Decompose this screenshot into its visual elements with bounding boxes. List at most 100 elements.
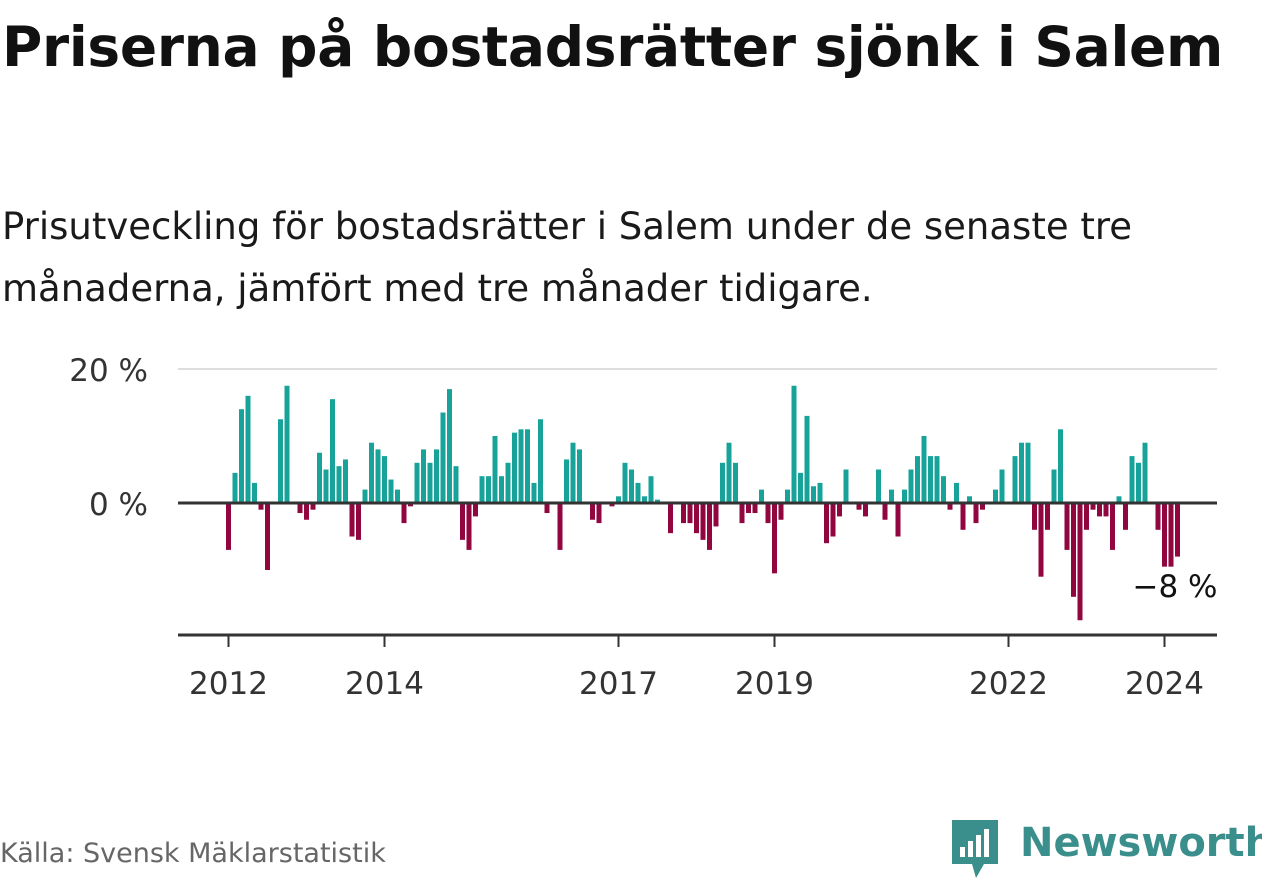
bar [479,476,485,503]
bar [349,503,355,537]
bar [1064,503,1070,550]
bar [694,503,699,534]
bar [297,503,303,514]
bar [759,489,764,503]
x-tick-label: 2017 [579,666,658,700]
bar [570,442,576,503]
bar [915,456,920,503]
bar [1142,442,1148,503]
bar [752,503,758,514]
bar [811,486,816,503]
bar [700,503,706,540]
x-tick-label: 2014 [345,666,424,700]
bar [596,503,602,524]
bar [993,489,998,503]
bar [356,503,361,540]
bar [284,385,290,503]
bar [239,409,244,503]
bar [1175,503,1180,557]
bar [921,436,927,503]
bar [1123,503,1128,530]
bar [1051,469,1057,503]
bar [492,436,498,503]
bar [252,482,257,503]
bar [947,503,953,510]
bar [1045,503,1050,530]
bar [616,496,621,503]
newsworthy-logo-text: Newsworthy [1020,820,1262,866]
bar [1077,503,1083,621]
bar [395,489,400,503]
end-value-label: −8 % [1132,569,1217,605]
bar [258,503,264,510]
bar [1090,503,1096,510]
bar [973,503,979,524]
bar [505,462,511,503]
bar [648,476,654,503]
bar [447,389,452,503]
bar [362,489,368,503]
bar [889,489,894,503]
bar-chart: 0 % 20 % 2012 2014 2017 2019 2022 2024 −8 % [69,353,1217,700]
bar [382,456,387,503]
bar [1162,503,1167,567]
bar [577,449,582,503]
bar [265,503,270,570]
bar [655,499,660,503]
bar [544,503,550,514]
x-tick-label: 2012 [189,666,268,700]
bar [310,503,316,510]
bar [713,503,719,527]
bar [707,503,712,550]
bar [518,429,524,503]
newsworthy-logo-icon [952,820,998,878]
bar [1097,503,1102,517]
x-tick-label: 2019 [735,666,814,700]
bar [375,449,381,503]
bar [1012,456,1018,503]
bar [778,503,784,520]
bar [323,469,329,503]
bar [453,466,459,503]
bar [804,415,810,503]
bar [739,503,745,524]
bar [908,469,914,503]
bar [928,456,933,503]
bar [401,503,407,524]
bar [512,432,517,503]
bar [557,503,563,550]
chart-title: Priserna på bostadsrätter sjönk i Salem [2,15,1224,79]
bar [317,452,322,503]
bar [635,482,641,503]
bar [531,482,537,503]
bar [765,503,771,524]
bar [1058,429,1063,503]
bar [843,469,849,503]
bar [473,503,478,517]
bar [1110,503,1115,550]
bar [934,456,940,503]
bar [772,503,777,574]
bar [863,503,868,517]
bar [414,462,420,503]
bar [434,449,439,503]
bar [837,503,842,517]
y-tick-label: 0 % [89,487,148,523]
bar [791,385,797,503]
bar [499,476,504,503]
bar [278,419,283,503]
bar [720,462,725,503]
bar [668,503,673,534]
bar [817,482,823,503]
bar [746,503,751,514]
bar [629,469,634,503]
bar [1129,456,1135,503]
newsworthy-logo: Newsworthy [950,818,1262,878]
bar [1116,496,1122,503]
bar [1038,503,1044,577]
bar [1032,503,1037,530]
bar [681,503,686,524]
bar [304,503,309,520]
bar [408,503,413,507]
bar [1168,503,1174,567]
